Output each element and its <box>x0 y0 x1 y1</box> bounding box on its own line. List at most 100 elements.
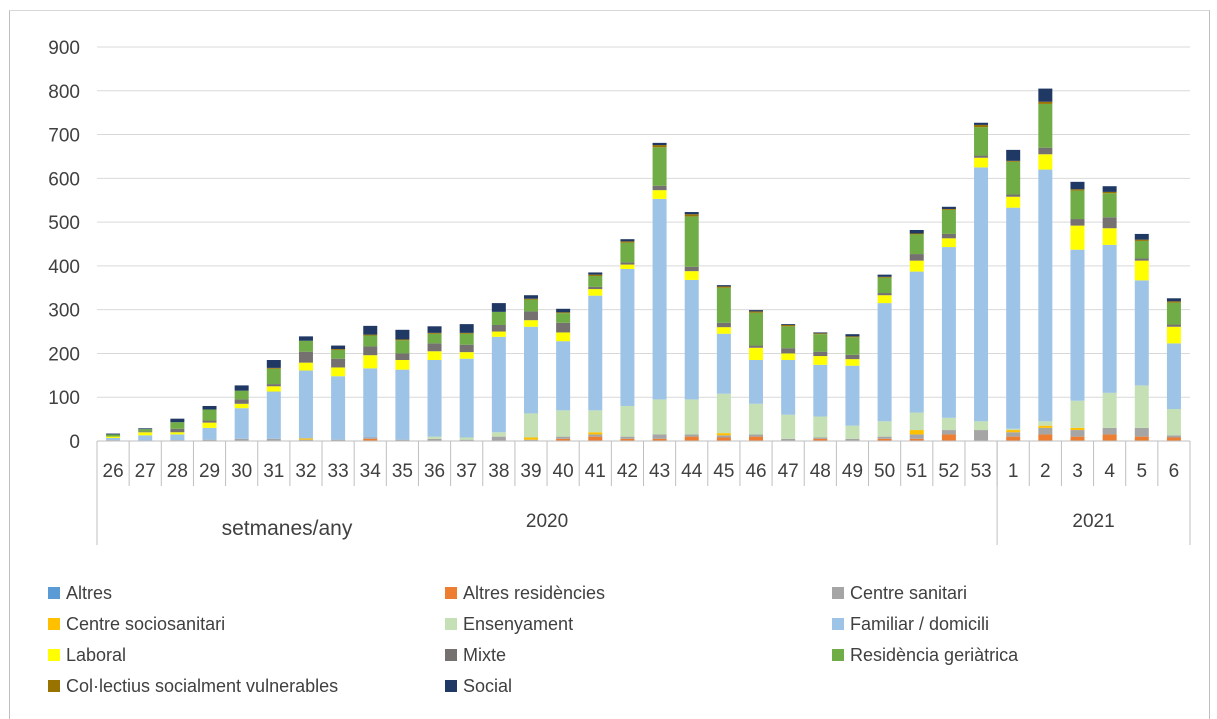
bar-segment <box>267 369 281 384</box>
x-tick-label: 33 <box>328 461 349 482</box>
legend-item: Residència geriàtrica <box>832 642 1018 668</box>
bar-segment <box>556 341 570 410</box>
bar-segment <box>363 346 377 355</box>
bar-segment <box>363 368 377 437</box>
bar-segment <box>1006 150 1020 161</box>
bar-segment <box>524 300 538 312</box>
x-tick-label: 50 <box>874 461 895 482</box>
x-tick-label: 37 <box>456 461 477 482</box>
bar-segment <box>492 303 506 312</box>
bar-segment <box>235 399 249 403</box>
legend-item: Centre sociosanitari <box>48 611 225 637</box>
x-tick-label: 27 <box>135 461 156 482</box>
bar-segment <box>717 323 731 327</box>
bar-segment <box>138 431 152 432</box>
bar-segment <box>556 323 570 333</box>
bar-segment <box>781 353 795 360</box>
bar-segment <box>428 343 442 351</box>
bar-segment <box>1038 104 1052 148</box>
x-tick-label: 34 <box>360 461 382 482</box>
bar-segment <box>1135 234 1149 240</box>
bar-segment <box>331 376 345 439</box>
x-tick-label: 29 <box>199 461 220 482</box>
bar-segment <box>620 241 634 242</box>
bar-segment <box>845 366 859 426</box>
bar-segment <box>813 352 827 356</box>
bar-segment <box>1070 182 1084 189</box>
bar-segment <box>556 332 570 341</box>
bar-segment <box>878 303 892 421</box>
bar-segment <box>974 158 988 168</box>
bar-segment <box>974 430 988 441</box>
legend-item: Laboral <box>48 642 126 668</box>
bar-segment <box>653 399 667 434</box>
bar-segment <box>845 426 859 439</box>
x-tick-label: 46 <box>745 461 766 482</box>
y-tick-label: 600 <box>48 169 80 190</box>
bar-segment <box>492 312 506 325</box>
x-tick-label: 43 <box>649 461 670 482</box>
bar-segment <box>878 275 892 277</box>
bar-segment <box>460 352 474 359</box>
bar-segment <box>749 348 763 360</box>
y-tick-label: 200 <box>48 344 80 365</box>
x-tick-label: 28 <box>167 461 188 482</box>
bar-segment <box>1038 102 1052 104</box>
x-tick-label: 45 <box>713 461 734 482</box>
bar-segment <box>1070 226 1084 250</box>
bar-segment <box>1167 298 1181 301</box>
bar-segment <box>299 336 313 340</box>
bar-segment <box>428 437 442 439</box>
x-tick-label: 35 <box>392 461 413 482</box>
legend-swatch <box>48 618 60 630</box>
bar-segment <box>1006 430 1020 432</box>
bar-segment <box>685 216 699 266</box>
bar-segment <box>1006 432 1020 436</box>
legend-label: Laboral <box>66 645 126 666</box>
bar-segment <box>910 413 924 431</box>
bar-segment <box>1006 437 1020 441</box>
legend-label: Centre sociosanitari <box>66 614 225 635</box>
bar-segment <box>1103 228 1117 245</box>
bar-segment <box>170 422 184 429</box>
year-label: 2020 <box>526 511 568 532</box>
bar-segment <box>749 313 763 346</box>
bar-segment <box>235 404 249 408</box>
bar-segment <box>492 432 506 436</box>
bar-segment <box>620 437 634 439</box>
legend-swatch <box>832 649 844 661</box>
legend-swatch <box>445 587 457 599</box>
bar-segment <box>428 360 442 437</box>
legend-label: Familiar / domicili <box>850 614 989 635</box>
bar-segment <box>138 432 152 435</box>
bar-segment <box>395 360 409 370</box>
bar-segment <box>813 416 827 437</box>
bar-segment <box>1006 208 1020 429</box>
bar-segment <box>106 438 120 440</box>
bar-segment <box>395 330 409 340</box>
legend-swatch <box>832 618 844 630</box>
bar-segment <box>845 359 859 366</box>
bar-segment <box>910 233 924 234</box>
bar-segment <box>685 267 699 271</box>
bar-segment <box>1038 170 1052 422</box>
bar-segment <box>203 406 217 410</box>
bar-segment <box>106 434 120 435</box>
bar-segment <box>974 156 988 158</box>
bar-segment <box>1167 437 1181 441</box>
bar-segment <box>1135 385 1149 427</box>
bar-segment <box>749 434 763 436</box>
legend-item: Centre sanitari <box>832 580 967 606</box>
bar-segment <box>1167 303 1181 325</box>
bar-segment <box>1103 393 1117 428</box>
bar-segment <box>942 238 956 247</box>
legend-swatch <box>48 587 60 599</box>
bar-segment <box>1103 192 1117 193</box>
bar-segment <box>556 313 570 323</box>
bar-segment <box>363 335 377 346</box>
bar-segment <box>556 410 570 436</box>
bar-segment <box>813 334 827 352</box>
bar-segment <box>717 334 731 394</box>
bar-segment <box>588 410 602 432</box>
bar-segment <box>492 332 506 337</box>
